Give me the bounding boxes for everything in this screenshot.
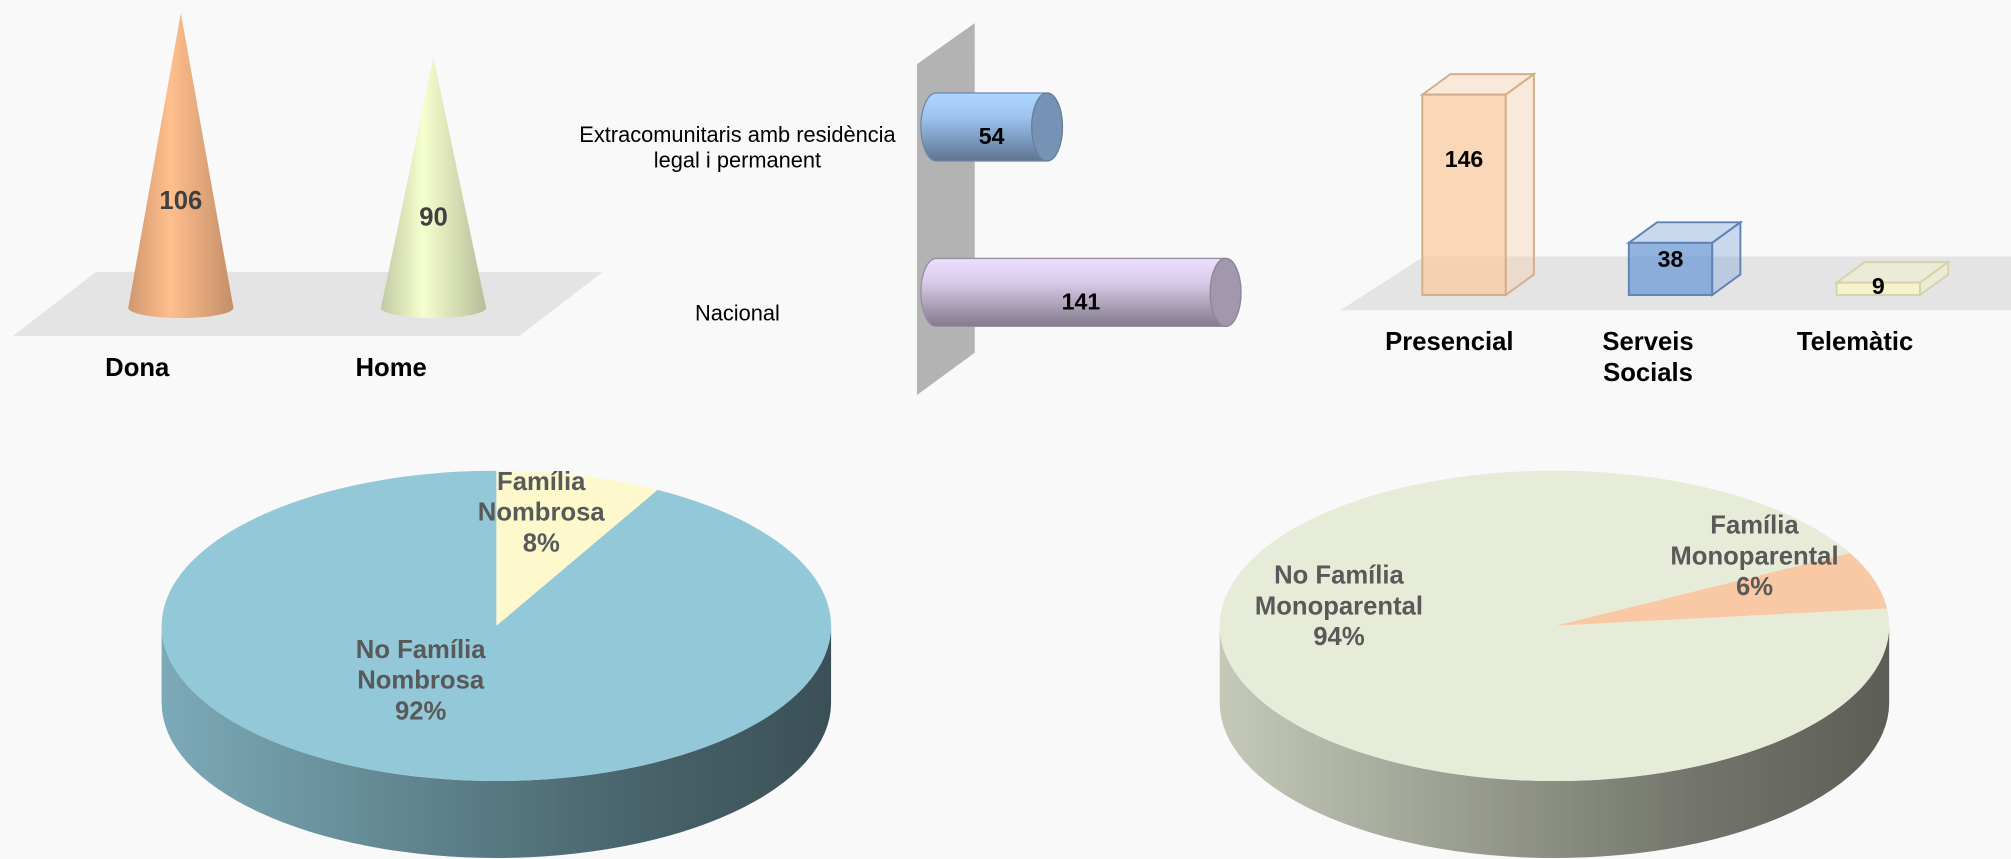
- category-label: Telemàtic: [1796, 328, 1914, 357]
- category-label: Presencial: [1385, 328, 1514, 357]
- pie-side: [1219, 625, 1890, 859]
- slice-category: Família Nombrosa: [477, 468, 605, 528]
- pie-slice: [161, 470, 832, 782]
- box: [1835, 281, 1921, 296]
- category-label: Nacional: [695, 301, 780, 326]
- slice-value: 8%: [522, 529, 560, 558]
- wall: [917, 23, 975, 396]
- box-side: [1504, 72, 1535, 297]
- slice-category: No Família Nombrosa: [355, 636, 486, 696]
- value-label: 38: [1657, 246, 1684, 272]
- pie-slice: [1554, 553, 1888, 626]
- value-label: 90: [419, 203, 448, 232]
- slice-value: 94%: [1313, 623, 1365, 652]
- slice-value: 92%: [394, 697, 447, 726]
- pie-slice: [496, 470, 658, 626]
- slice-label: No Família Nombrosa 92%: [331, 635, 511, 727]
- slice-category: Família Monoparental: [1670, 511, 1839, 571]
- category-label: Serveis Socials: [1602, 328, 1694, 388]
- slice-category: No Família Monoparental: [1254, 561, 1424, 621]
- value-label: 141: [1061, 288, 1101, 315]
- cone: [380, 57, 487, 319]
- category-label: Dona: [105, 353, 170, 383]
- box: [1627, 241, 1714, 296]
- slice-label: No Família Monoparental 94%: [1243, 560, 1435, 652]
- slice-value: 6%: [1735, 573, 1774, 602]
- slice-label: Família Monoparental 6%: [1658, 510, 1850, 602]
- box: [1421, 93, 1507, 296]
- value-label: 106: [159, 187, 203, 216]
- category-label: Extracomunitaris amb residència legal i …: [579, 122, 896, 174]
- value-label: 9: [1871, 272, 1885, 299]
- floor: [12, 271, 603, 337]
- category-label: Home: [355, 353, 427, 383]
- value-label: 54: [978, 123, 1005, 150]
- pie-side: [161, 625, 832, 858]
- cylinder-end: [1031, 92, 1064, 162]
- cone: [128, 12, 234, 319]
- cylinder-end: [1209, 257, 1242, 328]
- slice-label: Família Nombrosa 8%: [464, 467, 618, 559]
- pie-slice: [1219, 470, 1890, 782]
- value-label: 146: [1444, 146, 1484, 173]
